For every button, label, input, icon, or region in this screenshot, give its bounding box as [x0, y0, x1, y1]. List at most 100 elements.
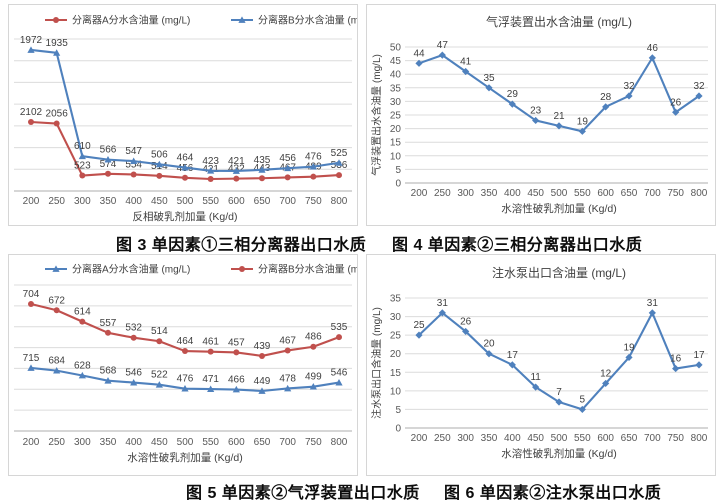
diamond-marker-icon — [415, 59, 423, 67]
diamond-marker-icon — [485, 84, 493, 92]
y-axis-title: 气浮装置出水含油量 (mg/L) — [370, 54, 383, 176]
x-tick-label: 200 — [23, 437, 40, 448]
triangle-marker-icon — [232, 167, 240, 174]
x-tick-label: 650 — [621, 433, 638, 444]
triangle-marker-icon — [258, 387, 266, 394]
data-label: 32 — [693, 81, 705, 92]
circle-marker-icon — [182, 348, 188, 355]
data-label: 19 — [623, 342, 635, 353]
data-label: 7 — [556, 387, 562, 398]
y-tick-label: 40 — [390, 70, 402, 81]
circle-marker-icon — [310, 343, 317, 350]
triangle-marker-icon — [284, 164, 292, 172]
x-tick-label: 600 — [228, 437, 245, 448]
x-tick-label: 200 — [23, 196, 40, 207]
x-tick-label: 450 — [527, 433, 544, 444]
triangle-marker-icon — [78, 152, 86, 160]
x-axis-title: 反相破乳剂加量 (Kg/d) — [132, 210, 237, 223]
diamond-marker-icon — [695, 92, 703, 100]
legend-label: 分离器B分水含油量 (mg/L) — [258, 14, 357, 27]
data-label: 614 — [74, 307, 91, 318]
triangle-marker-icon — [232, 385, 240, 393]
diamond-marker-icon — [695, 361, 703, 369]
x-tick-label: 250 — [434, 188, 451, 199]
data-label: 449 — [254, 376, 271, 387]
y-tick-label: 30 — [390, 312, 402, 323]
y-tick-label: 45 — [390, 56, 402, 67]
x-tick-label: 800 — [691, 433, 708, 444]
data-label: 5 — [580, 394, 586, 405]
legend-label: 分离器A分水含油量 (mg/L) — [72, 14, 190, 27]
series-分离器A分水含油量 (mg/L): 2102205652357455451445642143244346748953… — [20, 107, 348, 182]
circle-marker-icon — [53, 120, 60, 127]
circle-marker-icon — [130, 171, 137, 178]
fig6-plot: 0 5 10 15 20 25 30 35 200 250 300 350 400 450 500 550 60… — [370, 265, 708, 460]
triangle-marker-icon — [130, 378, 138, 386]
data-label: 546 — [125, 368, 142, 379]
x-tick-label: 200 — [411, 188, 428, 199]
data-label: 47 — [437, 40, 449, 51]
circle-marker-icon — [259, 352, 265, 359]
data-label: 610 — [74, 141, 91, 152]
data-label: 28 — [600, 92, 612, 103]
x-tick-label: 750 — [667, 433, 684, 444]
y-tick-label: 20 — [390, 349, 402, 360]
diamond-marker-icon — [555, 398, 563, 406]
y-tick-label: 30 — [390, 97, 402, 108]
circle-marker-icon — [207, 348, 214, 355]
x-tick-label: 250 — [434, 433, 451, 444]
circle-marker-icon — [239, 266, 245, 272]
triangle-marker-icon — [284, 384, 292, 392]
circle-marker-icon — [79, 318, 86, 325]
x-tick-label: 250 — [48, 437, 65, 448]
x-tick-label: 700 — [279, 437, 296, 448]
y-tick-label: 0 — [395, 179, 401, 190]
legend-item: 分离器B分水含油量 (mg/L) — [231, 14, 357, 27]
y-tick-label: 25 — [390, 111, 402, 122]
x-tick-label: 500 — [551, 188, 568, 199]
data-label: 486 — [305, 332, 322, 343]
x-tick-label: 550 — [202, 196, 219, 207]
x-tick-label: 350 — [481, 433, 498, 444]
data-label: 464 — [177, 336, 194, 347]
data-label: 20 — [483, 339, 495, 350]
data-label: 461 — [202, 337, 219, 348]
circle-marker-icon — [310, 173, 317, 180]
series-分离器B分水含油量 (mg/L): 704 672 614 557 532 514 464 461 457 439 467 486 535 — [23, 289, 348, 359]
data-label: 29 — [507, 89, 519, 100]
triangle-marker-icon — [155, 381, 163, 388]
data-label: 31 — [647, 298, 659, 309]
diamond-marker-icon — [485, 350, 493, 358]
figure5-caption: 图 5 单因素②气浮装置出口水质 — [186, 485, 420, 501]
circle-marker-icon — [53, 17, 59, 23]
data-label: 547 — [125, 146, 142, 157]
chart-title: 注水泵出口含油量 (mg/L) — [492, 265, 626, 280]
data-label: 566 — [100, 145, 117, 156]
data-label: 26 — [460, 316, 472, 327]
x-tick-label: 350 — [100, 437, 117, 448]
data-label: 32 — [623, 81, 635, 92]
data-label: 31 — [437, 298, 449, 309]
data-label: 546 — [331, 368, 348, 379]
x-tick-label: 500 — [551, 433, 568, 444]
figure4-chart: 0 5 10 15 20 25 30 35 40 45 50 200 250 300 350 400 450 50… — [366, 4, 716, 226]
x-tick-label: 650 — [621, 188, 638, 199]
figure4-caption: 图 4 单因素②三相分离器出口水质 — [392, 237, 643, 254]
diamond-marker-icon — [648, 309, 656, 317]
circle-marker-icon — [156, 172, 163, 179]
data-label: 11 — [530, 372, 541, 383]
legend-label: 分离器A分水含油量 (mg/L) — [72, 263, 190, 276]
x-tick-label: 600 — [597, 188, 614, 199]
data-label: 35 — [483, 73, 495, 84]
x-axis-title: 水溶性破乳剂加量 (Kg/d) — [501, 202, 617, 215]
data-label: 423 — [202, 156, 219, 167]
data-label: 44 — [413, 48, 425, 59]
x-axis-title: 水溶性破乳剂加量 (Kg/d) — [501, 447, 617, 460]
y-axis-title: 注水泵出口含油量 (mg/L) — [370, 307, 383, 419]
x-tick-label: 750 — [667, 188, 684, 199]
legend-item: 分离器A分水含油量 (mg/L) — [45, 14, 190, 27]
triangle-marker-icon — [130, 157, 138, 165]
diamond-marker-icon — [648, 54, 656, 62]
data-label: 554 — [125, 159, 142, 170]
